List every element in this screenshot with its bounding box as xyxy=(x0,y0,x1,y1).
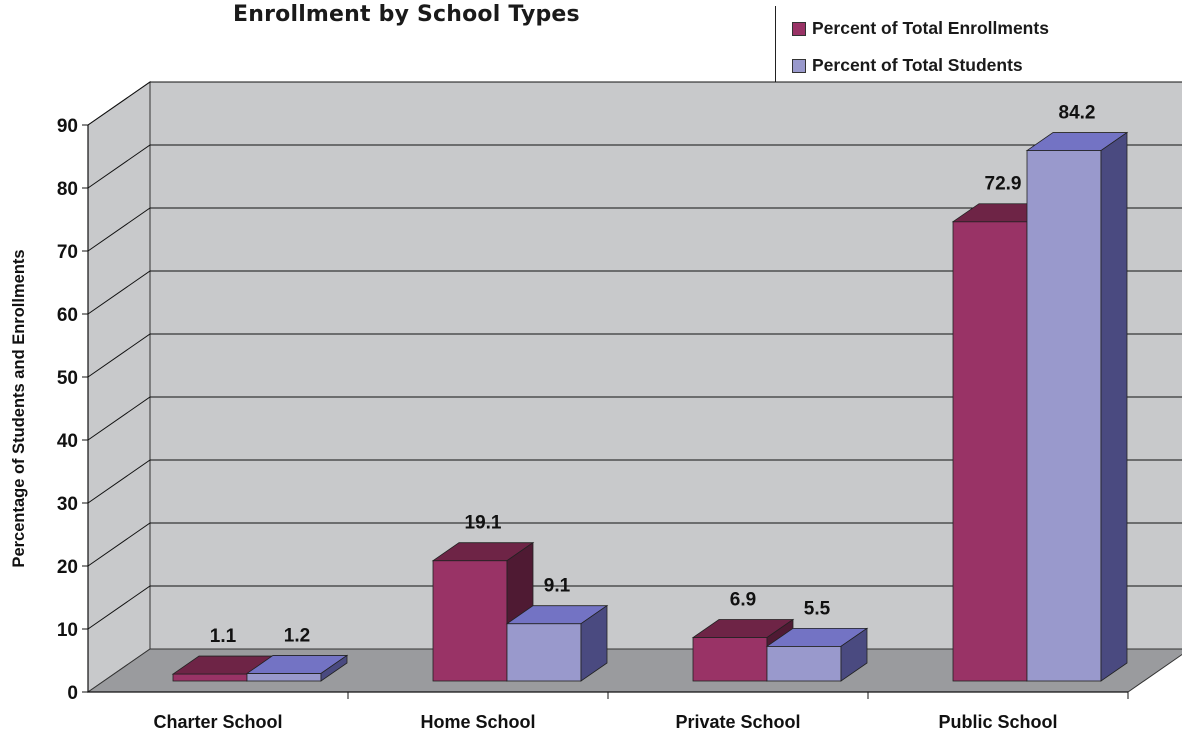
data-label: 6.9 xyxy=(730,590,756,611)
y-tick-label: 20 xyxy=(57,557,78,578)
data-label: 1.1 xyxy=(210,626,237,647)
x-tick-label: Home School xyxy=(420,712,535,732)
y-tick-label: 70 xyxy=(57,242,78,263)
bar-side-face xyxy=(840,627,868,682)
y-tick-label: 90 xyxy=(57,116,78,137)
data-label: 19.1 xyxy=(465,513,502,534)
x-tick-label: Charter School xyxy=(153,712,282,732)
chart-title: Enrollment by School Types xyxy=(233,2,580,27)
gridline xyxy=(87,270,1182,315)
bar-side-face xyxy=(580,604,608,682)
bar-students xyxy=(246,673,322,682)
gridline xyxy=(87,522,1182,567)
bar-students xyxy=(1026,150,1102,682)
side-wall xyxy=(87,81,151,693)
data-label: 72.9 xyxy=(985,174,1022,195)
bar-side-face xyxy=(320,654,348,682)
bar-students xyxy=(766,645,842,682)
gridline xyxy=(87,396,1182,441)
legend-label-enrollments: Percent of Total Enrollments xyxy=(812,18,1049,38)
bar-enrollments xyxy=(172,673,248,682)
legend-item-enrollments: Percent of Total Enrollments xyxy=(792,18,1049,39)
legend-label-students: Percent of Total Students xyxy=(812,55,1023,75)
y-tick-label: 0 xyxy=(67,683,78,704)
data-label: 84.2 xyxy=(1059,103,1096,124)
bar-side-face xyxy=(1100,131,1128,682)
y-tick-label: 60 xyxy=(57,305,78,326)
bar-enrollments xyxy=(952,221,1028,682)
x-tick-label: Public School xyxy=(938,712,1057,732)
bar-students xyxy=(506,623,582,682)
data-label: 5.5 xyxy=(804,598,831,619)
y-tick-label: 30 xyxy=(57,494,78,515)
gridline xyxy=(87,585,1182,630)
gridline xyxy=(87,207,1182,252)
legend-item-students: Percent of Total Students xyxy=(792,55,1023,76)
x-tick-label: Private School xyxy=(675,712,800,732)
gridline xyxy=(87,81,1182,126)
bar-enrollments xyxy=(692,637,768,682)
gridline xyxy=(87,333,1182,378)
data-label: 9.1 xyxy=(544,576,571,597)
y-tick-label: 10 xyxy=(57,620,78,641)
bar-enrollments xyxy=(432,560,508,682)
y-axis-label: Percentage of Students and Enrollments xyxy=(10,249,28,567)
y-tick-label: 80 xyxy=(57,179,78,200)
data-label: 1.2 xyxy=(284,625,310,646)
chart-legend: Percent of Total Enrollments Percent of … xyxy=(775,6,1179,82)
gridline xyxy=(87,459,1182,504)
legend-swatch-enrollments xyxy=(792,21,806,36)
gridline xyxy=(87,144,1182,189)
y-tick-label: 50 xyxy=(57,368,78,389)
legend-swatch-students xyxy=(792,58,806,73)
y-tick-label: 40 xyxy=(57,431,78,452)
